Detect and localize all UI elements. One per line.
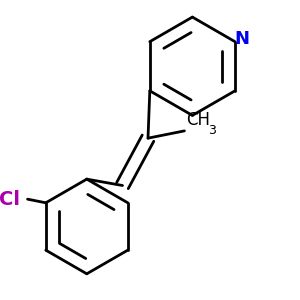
- Text: 3: 3: [208, 124, 216, 137]
- Text: CH: CH: [186, 111, 210, 129]
- Text: N: N: [234, 30, 249, 48]
- Text: Cl: Cl: [0, 190, 20, 209]
